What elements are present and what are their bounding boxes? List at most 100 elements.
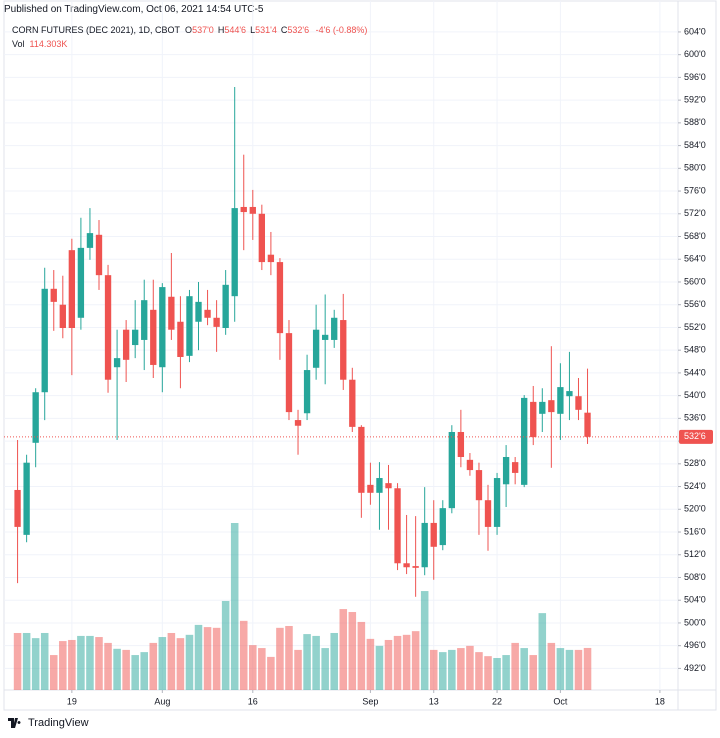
y-tick-label: 504'0 [684,595,706,605]
candle-body [412,566,419,568]
candle-body [385,483,392,489]
candle-body [86,233,94,248]
candle-body [159,287,166,368]
brand: TradingView [28,717,89,729]
volume-bar [267,656,275,690]
candle-body [294,420,302,426]
candle-body [394,488,401,564]
volume-bar [258,648,266,690]
candle-body [566,391,573,397]
volume-bar [556,648,565,690]
volume-bar [167,632,176,690]
volume-bar [285,625,293,690]
candle-body [575,396,582,410]
ohlc-key: C [280,25,288,35]
y-tick-label: 512'0 [684,549,706,559]
candle-body [349,379,356,427]
published-note: Published on TradingView.com, Oct 06, 20… [4,4,264,15]
candle-body [548,400,555,413]
volume-bar [457,648,465,690]
candle-body [367,484,374,493]
candle-body [168,296,175,330]
candle-body [358,426,365,493]
x-tick-label: Aug [154,696,170,706]
last-price-label: 532'6 [684,431,706,441]
volume-bar [140,652,148,690]
volume-bar [411,631,420,690]
volume-bar [31,638,40,690]
candle-body [466,459,474,471]
candle-body [68,250,76,329]
candle-body [41,288,48,393]
y-tick-label: 560'0 [684,276,706,286]
ohlc-key: H [217,25,225,35]
volume-row: Vol 114.303K [12,37,367,51]
candle-body [340,320,347,380]
y-tick-label: 520'0 [684,504,706,514]
volume-bar [384,639,393,690]
y-tick-label: 564'0 [684,254,706,264]
y-tick-label: 516'0 [684,526,706,536]
last-price-box [679,429,713,444]
x-tick-label: 19 [67,696,77,706]
candle-body [530,401,537,438]
volume-bar [77,635,85,690]
volume-bar [131,655,139,690]
candle-body [95,234,103,276]
legend-header: CORN FUTURES (DEC 2021), 1D, CBOT O537'0… [12,23,367,51]
y-tick-label: 580'0 [684,163,706,173]
y-tick-label: 548'0 [684,345,706,355]
y-tick-label: 568'0 [684,231,706,241]
candle-body [331,317,338,340]
candle-body [104,275,112,380]
volume-bar [239,620,248,690]
candle-body [258,213,266,263]
volume-bar [375,645,384,690]
y-tick-label: 508'0 [684,572,706,582]
candle-body [195,301,202,322]
candle-body [186,296,193,356]
volume-bar [185,634,194,690]
y-tick-label: 600'0 [684,49,706,59]
volume-bar [312,635,320,690]
volume-label: Vol [12,39,25,49]
candle-body [213,317,220,327]
candle-body [249,206,256,214]
volume-bar [439,652,447,690]
y-tick-label: 572'0 [684,208,706,218]
candle-body [204,309,211,318]
volume-bar [212,627,221,690]
volume-bar [49,655,58,690]
volume-bar [547,642,556,690]
volume-bar [203,627,212,690]
volume-bar [402,634,411,690]
y-tick-label: 524'0 [684,481,706,491]
candle-body [312,329,320,368]
candle-body [276,262,284,334]
candle-body [122,329,130,360]
candle-body [403,563,410,568]
candle-body [511,462,519,473]
candle-body [222,284,229,329]
y-tick-label: 552'0 [684,322,706,332]
y-tick-label: 596'0 [684,72,706,82]
volume-bar [448,649,456,690]
volume-bar [40,632,49,690]
y-tick-label: 528'0 [684,458,706,468]
candle-body [439,508,446,546]
volume-bar [22,632,31,690]
volume-bar [502,655,510,690]
volume-bar [158,637,167,690]
y-tick-label: 576'0 [684,185,706,195]
candle-body [132,329,139,346]
ohlc-key: L [250,25,256,35]
candle-body [177,321,184,357]
candle-body [50,288,57,302]
ohlc-value: 537'0 [192,25,214,35]
y-tick-label: 500'0 [684,617,706,627]
volume-bar [339,609,348,690]
candle-body [77,247,85,318]
candle-body [23,462,30,535]
